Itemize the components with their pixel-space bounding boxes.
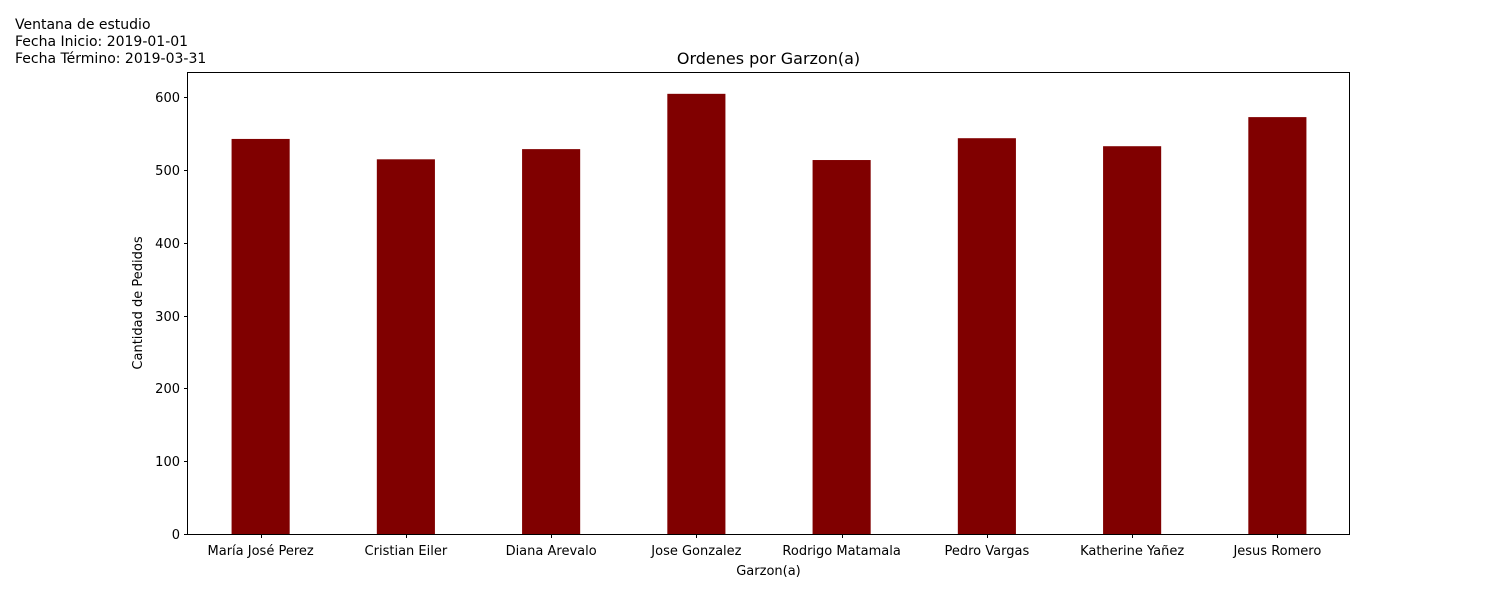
y-tick-label: 500: [155, 164, 180, 179]
bar: [231, 138, 290, 535]
x-tick-label: Jose Gonzalez: [650, 544, 741, 559]
bar: [376, 159, 435, 535]
bar: [957, 138, 1016, 534]
y-tick-label: 300: [155, 310, 180, 325]
bar: [812, 160, 871, 534]
bar: [667, 93, 726, 534]
bars-group: [231, 93, 1307, 535]
bar: [1248, 117, 1307, 535]
start-date-label: Fecha Inicio: 2019-01-01: [15, 34, 189, 50]
chart-title: Ordenes por Garzon(a): [677, 49, 860, 68]
x-tick-label: Cristian Eiler: [365, 544, 448, 559]
y-tick-label: 0: [172, 528, 180, 543]
y-tick-label: 100: [155, 455, 180, 470]
x-tick-label: Jesus Romero: [1232, 544, 1321, 559]
x-tick-label: Diana Arevalo: [506, 544, 597, 559]
plot-frame: [187, 72, 1350, 535]
x-tick-label: María José Perez: [208, 544, 314, 559]
y-axis-label: Cantidad de Pedidos: [131, 236, 146, 369]
end-date-label: Fecha Término: 2019-03-31: [15, 51, 207, 67]
y-axis: 0 100 200 300 400 500 600: [155, 91, 188, 543]
y-tick-label: 600: [155, 91, 180, 106]
x-axis: María José Perez Cristian Eiler Diana Arev…: [208, 534, 1321, 559]
x-tick-label: Katherine Yañez: [1080, 544, 1184, 559]
y-tick-label: 400: [155, 237, 180, 252]
x-tick-label: Pedro Vargas: [945, 544, 1030, 559]
x-axis-label: Garzon(a): [736, 564, 801, 579]
bar: [1103, 146, 1162, 534]
study-window-heading: Ventana de estudio: [15, 17, 151, 33]
bar: [522, 149, 581, 534]
study-window-info: Ventana de estudio Fecha Inicio: 2019-01…: [15, 17, 206, 68]
y-tick-label: 200: [155, 382, 180, 397]
x-tick-label: Rodrigo Matamala: [782, 544, 900, 559]
